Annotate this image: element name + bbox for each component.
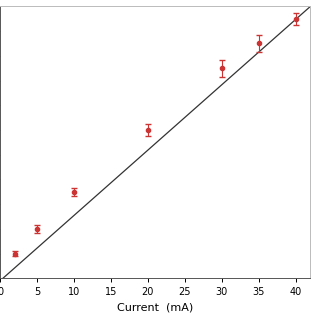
X-axis label: Current  (mA): Current (mA) bbox=[117, 303, 193, 313]
